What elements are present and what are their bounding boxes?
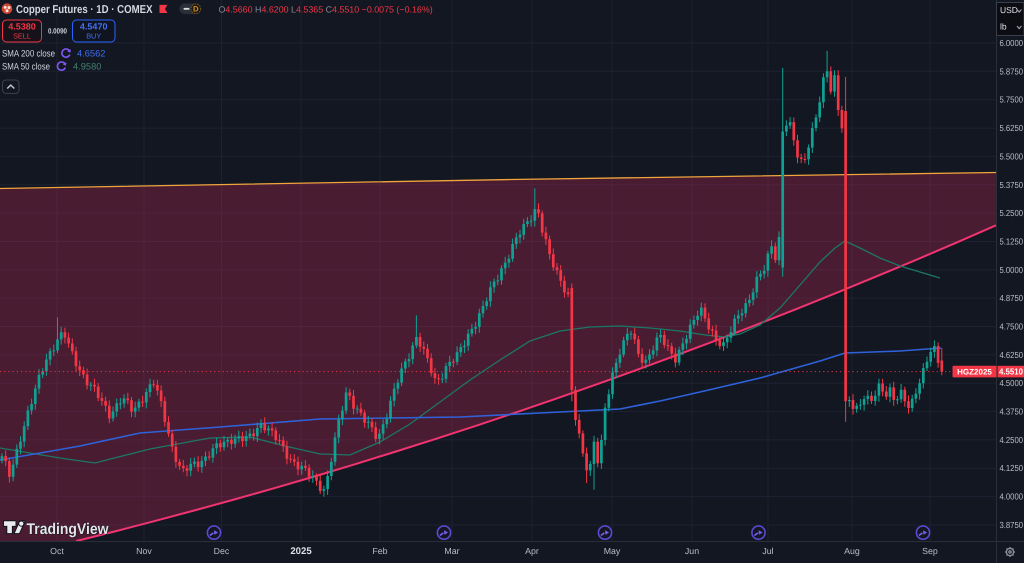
svg-text:TradingView: TradingView (27, 521, 110, 538)
svg-text:4.5510: 4.5510 (999, 367, 1023, 377)
svg-text:Apr: Apr (525, 546, 539, 556)
svg-text:4.8750: 4.8750 (1000, 293, 1024, 303)
svg-text:4.7500: 4.7500 (1000, 322, 1024, 332)
svg-text:May: May (604, 546, 621, 556)
svg-text:5.8750: 5.8750 (1000, 66, 1024, 76)
svg-text:lb: lb (1000, 22, 1007, 32)
svg-text:O4.5660 H4.6200 L4.5365 C4.551: O4.5660 H4.6200 L4.5365 C4.5510 −0.0075 … (219, 4, 433, 14)
svg-text:Jun: Jun (685, 546, 699, 556)
svg-text:SMA 50 close: SMA 50 close (2, 62, 50, 72)
svg-text:3.8750: 3.8750 (1000, 520, 1024, 530)
svg-text:USD: USD (1000, 5, 1018, 15)
svg-text:5.5000: 5.5000 (1000, 151, 1024, 161)
svg-text:5.7500: 5.7500 (1000, 95, 1024, 105)
svg-text:Oct: Oct (50, 546, 64, 556)
svg-text:Feb: Feb (372, 546, 387, 556)
svg-text:4.3750: 4.3750 (1000, 407, 1024, 417)
svg-text:4.2500: 4.2500 (1000, 435, 1024, 445)
svg-text:4.6562: 4.6562 (77, 49, 105, 59)
svg-text:SELL: SELL (13, 32, 31, 41)
svg-text:4.9580: 4.9580 (73, 62, 101, 72)
svg-text:Dec: Dec (214, 546, 230, 556)
svg-text:TradingView: TradingView (26, 520, 109, 537)
svg-text:5.1250: 5.1250 (1000, 237, 1024, 247)
svg-text:Aug: Aug (844, 546, 860, 556)
svg-text:6.0000: 6.0000 (1000, 38, 1024, 48)
svg-text:Copper Futures · 1D · COMEX: Copper Futures · 1D · COMEX (16, 4, 153, 16)
svg-text:BUY: BUY (86, 32, 101, 41)
svg-text:5.2500: 5.2500 (1000, 208, 1024, 218)
svg-text:5.3750: 5.3750 (1000, 180, 1024, 190)
svg-text:Sep: Sep (922, 546, 938, 556)
svg-text:Mar: Mar (444, 546, 459, 556)
svg-text:4.5380: 4.5380 (8, 22, 36, 32)
svg-text:TradingView: TradingView (27, 522, 110, 539)
svg-text:4.5000: 4.5000 (1000, 378, 1024, 388)
svg-text:5.0000: 5.0000 (1000, 265, 1024, 275)
svg-text:Nov: Nov (136, 546, 152, 556)
svg-text:4.1250: 4.1250 (1000, 463, 1024, 473)
svg-text:0.0090: 0.0090 (48, 27, 67, 36)
svg-text:4.0000: 4.0000 (1000, 492, 1024, 502)
svg-text:D: D (193, 5, 199, 14)
svg-text:2025: 2025 (290, 546, 312, 557)
svg-text:Jul: Jul (762, 546, 773, 556)
svg-text:4.5470: 4.5470 (80, 22, 108, 32)
svg-text:5.6250: 5.6250 (1000, 123, 1024, 133)
svg-text:4.6250: 4.6250 (1000, 350, 1024, 360)
svg-text:SMA 200 close: SMA 200 close (2, 49, 55, 59)
svg-text:HGZ2025: HGZ2025 (957, 368, 992, 377)
